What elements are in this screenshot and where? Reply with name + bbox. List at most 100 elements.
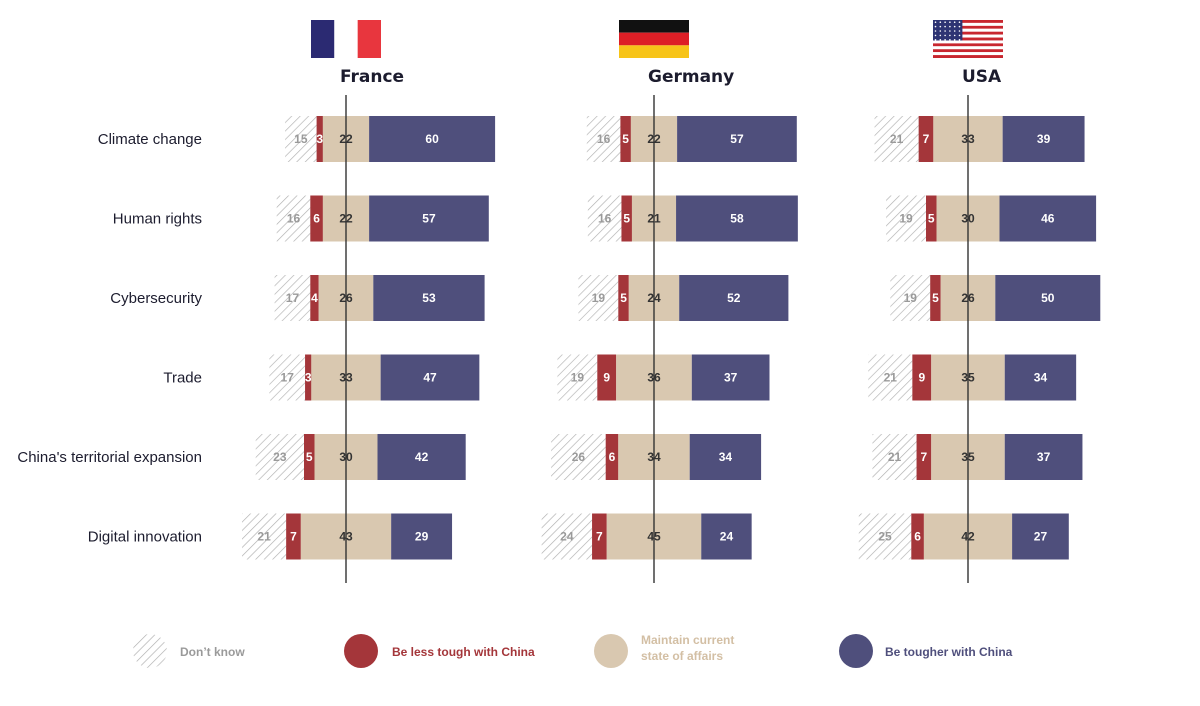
bar-less-tough: [316, 116, 323, 162]
bar-tougher: [391, 513, 453, 560]
bar-tougher: [373, 275, 485, 321]
data-label: 21: [884, 371, 898, 385]
data-label: 4: [311, 291, 318, 305]
data-label: 6: [609, 450, 616, 464]
category-label: Cybersecurity: [110, 290, 202, 307]
bar-less-tough: [620, 116, 631, 162]
data-label: 39: [1037, 132, 1051, 146]
data-label: 17: [286, 291, 300, 305]
bar-tougher: [689, 434, 762, 480]
data-label: 7: [596, 530, 603, 544]
bar-less-tough: [918, 116, 934, 162]
data-label: 60: [425, 132, 439, 146]
data-label: 19: [904, 291, 918, 305]
bar-less-tough: [305, 354, 312, 401]
bar-less-tough: [310, 195, 323, 242]
france-flag-icon: [311, 20, 381, 58]
bar-less-tough: [618, 275, 629, 321]
data-label: 57: [422, 212, 436, 226]
legend-swatch: [344, 634, 378, 668]
data-label: 5: [306, 450, 313, 464]
bar-dont-know: [541, 513, 593, 560]
bar-tougher: [1004, 354, 1077, 401]
data-label: 57: [730, 132, 744, 146]
data-label: 16: [598, 212, 612, 226]
bar-dont-know: [557, 354, 598, 401]
data-label: 19: [592, 291, 606, 305]
data-label: 47: [423, 371, 437, 385]
bar-less-tough: [926, 195, 937, 242]
bar-tougher: [1002, 116, 1085, 162]
bar-tougher: [677, 116, 797, 162]
data-label: 16: [597, 132, 611, 146]
data-label: 3: [305, 371, 312, 385]
data-label: 46: [1041, 212, 1055, 226]
country-labels-group: France Germany USA: [340, 67, 1002, 87]
data-label: 17: [281, 371, 295, 385]
category-label: Human rights: [113, 211, 202, 228]
data-label: 23: [273, 450, 287, 464]
country-label: USA: [962, 67, 1002, 87]
data-label: 53: [422, 291, 436, 305]
bar-dont-know: [586, 116, 621, 162]
bar-dont-know: [886, 195, 926, 242]
bar-less-tough: [304, 434, 315, 480]
bar-tougher: [995, 275, 1101, 321]
data-label: 5: [932, 291, 939, 305]
bar-less-tough: [911, 513, 924, 560]
data-label: 25: [878, 530, 892, 544]
legend: Don’t know Be less tough with China Mainta…: [133, 633, 1013, 668]
bar-dont-know: [868, 354, 913, 401]
category-label: Climate change: [98, 131, 202, 148]
bar-dont-know: [578, 275, 619, 321]
data-label: 6: [313, 212, 320, 226]
country-label: Germany: [648, 67, 734, 87]
data-label: 26: [572, 450, 586, 464]
data-label: 19: [571, 371, 585, 385]
bar-less-tough: [592, 513, 607, 560]
data-label: 5: [620, 291, 627, 305]
data-label: 7: [923, 132, 930, 146]
bar-less-tough: [605, 434, 619, 480]
data-label: 24: [560, 530, 574, 544]
country-label: France: [340, 67, 404, 87]
bar-less-tough: [916, 434, 932, 480]
data-label: 21: [888, 450, 902, 464]
bar-tougher: [701, 513, 752, 560]
legend-swatch: [839, 634, 873, 668]
data-label: 16: [287, 212, 301, 226]
data-label: 34: [719, 450, 733, 464]
data-label: 15: [294, 132, 308, 146]
bar-tougher: [369, 116, 496, 162]
data-label: 37: [1037, 450, 1051, 464]
bar-dont-know: [255, 434, 304, 480]
data-label: 9: [603, 371, 610, 385]
data-label: 50: [1041, 291, 1055, 305]
bar-less-tough: [597, 354, 617, 401]
data-label: 7: [290, 530, 297, 544]
data-label: 29: [415, 530, 429, 544]
bar-dont-know: [242, 513, 287, 560]
data-label: 34: [1034, 371, 1048, 385]
bar-tougher: [676, 195, 798, 242]
bar-less-tough: [286, 513, 301, 560]
data-label: 7: [921, 450, 928, 464]
data-label: 58: [730, 212, 744, 226]
data-label: 19: [899, 212, 913, 226]
data-label: 5: [623, 212, 630, 226]
bar-dont-know: [890, 275, 931, 321]
data-label: 9: [918, 371, 925, 385]
bar-tougher: [369, 195, 489, 242]
bar-dont-know: [551, 434, 606, 480]
legend-label: Be tougher with China: [885, 645, 1013, 659]
bar-dont-know: [274, 275, 311, 321]
bar-less-tough: [621, 195, 632, 242]
usa-flag-icon: [933, 20, 1003, 58]
data-label: 5: [928, 212, 935, 226]
data-label: 3: [316, 132, 323, 146]
legend-label: Be less tough with China: [392, 645, 535, 659]
bar-dont-know: [858, 513, 912, 560]
bar-less-tough: [912, 354, 932, 401]
